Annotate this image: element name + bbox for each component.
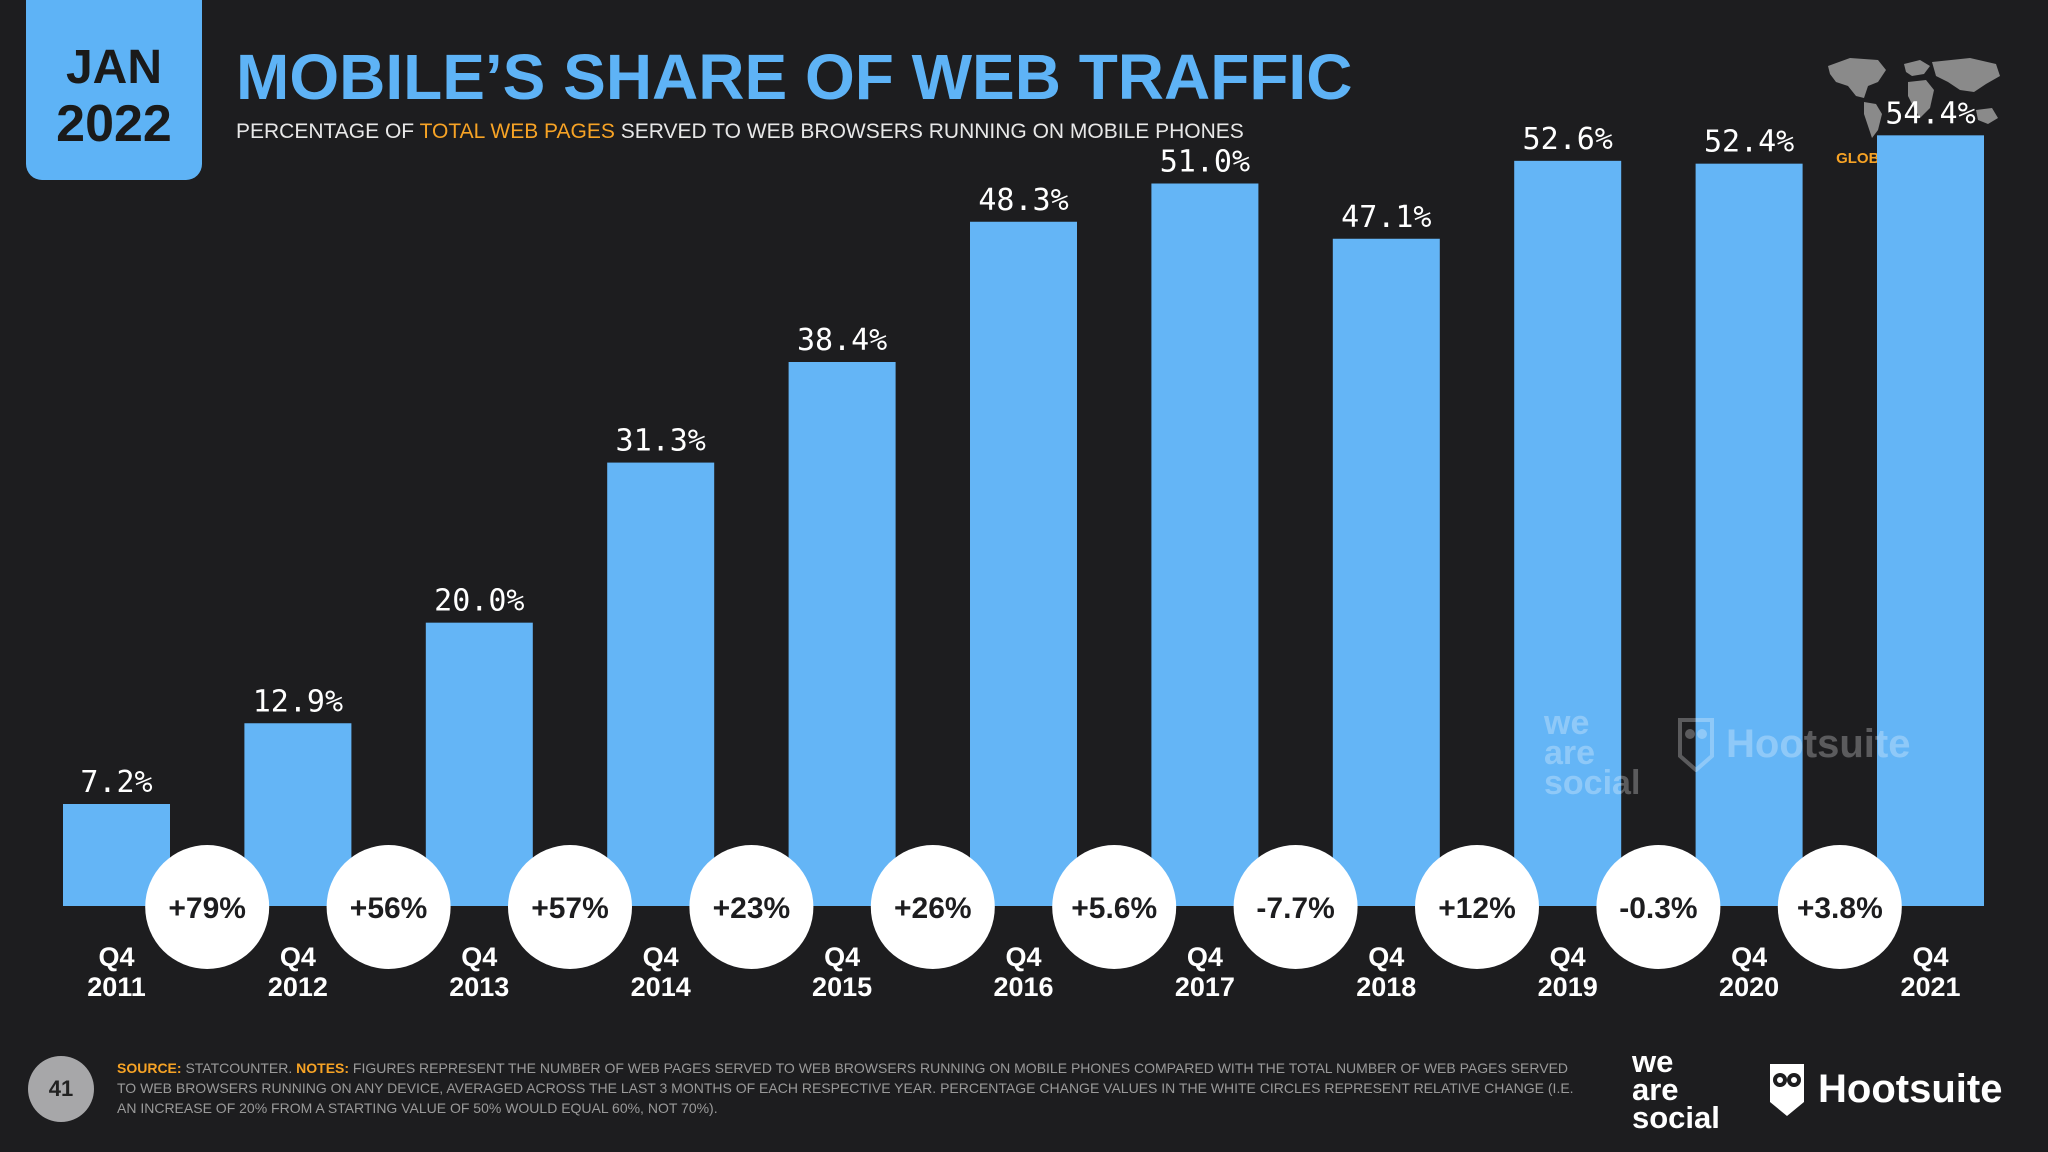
value-label-2014: 31.3% (616, 424, 706, 459)
change-circle (1233, 845, 1358, 969)
x-tick-quarter: Q4 (1731, 942, 1767, 972)
value-label-2020: 52.4% (1704, 125, 1794, 160)
owl-logo-icon (1770, 1064, 1804, 1116)
bar-2015 (788, 362, 896, 906)
x-tick-quarter: Q4 (461, 942, 497, 972)
change-label: +3.8% (1797, 892, 1883, 925)
x-tick-year: 2020 (1719, 972, 1779, 1002)
value-label-2013: 20.0% (434, 584, 524, 619)
bar-2014 (607, 462, 715, 906)
x-tick-year: 2019 (1538, 972, 1598, 1002)
x-tick-quarter: Q4 (1912, 942, 1948, 972)
change-label: +5.6% (1071, 892, 1157, 925)
subtitle-highlight: TOTAL WEB PAGES (419, 120, 615, 143)
bar-2021 (1877, 135, 1984, 907)
change-label: -0.3% (1619, 892, 1697, 925)
page-title: MOBILE’S SHARE OF WEB TRAFFIC (236, 41, 1353, 113)
date-badge: JAN 2022 (26, 0, 202, 180)
x-tick-year: 2017 (1175, 972, 1235, 1002)
value-label-2019: 52.6% (1523, 122, 1613, 157)
bar-2017 (1151, 183, 1259, 906)
bar-chart: 7.2%Q4201112.9%Q4201220.0%Q4201331.3%Q42… (63, 96, 1984, 1002)
x-tick-quarter: Q4 (1187, 942, 1223, 972)
change-label: +79% (168, 892, 246, 925)
bar-2012 (244, 723, 352, 906)
bar-2018 (1332, 238, 1440, 906)
watermark-social: social (1544, 764, 1641, 802)
x-tick-quarter: Q4 (1005, 942, 1041, 972)
bar-2016 (970, 221, 1077, 906)
value-label-2015: 38.4% (797, 323, 887, 358)
x-tick-year: 2015 (812, 972, 872, 1002)
value-label-2011: 7.2% (80, 765, 152, 800)
logo-are: are (1632, 1072, 1679, 1107)
x-tick-quarter: Q4 (1368, 942, 1404, 972)
bar-2013 (425, 622, 533, 906)
subtitle-pre: PERCENTAGE OF (236, 120, 420, 143)
value-label-2021: 54.4% (1885, 96, 1975, 131)
watermark-hootsuite: Hootsuite (1726, 721, 1911, 766)
page-number: 41 (28, 1056, 94, 1122)
world-map-icon (1828, 58, 2000, 138)
change-circle (326, 845, 451, 969)
x-tick-quarter: Q4 (1550, 942, 1586, 972)
change-label: +56% (350, 892, 428, 925)
change-label: +12% (1438, 892, 1516, 925)
watermark-are: are (1544, 734, 1596, 772)
value-label-2017: 51.0% (1160, 145, 1250, 180)
x-tick-year: 2012 (268, 972, 328, 1002)
change-circle (1052, 845, 1177, 969)
value-label-2016: 48.3% (978, 183, 1068, 218)
x-tick-year: 2013 (449, 972, 509, 1002)
x-tick-year: 2021 (1900, 972, 1960, 1002)
x-tick-quarter: Q4 (643, 942, 679, 972)
x-tick-year: 2014 (631, 972, 691, 1002)
x-tick-year: 2011 (87, 972, 146, 1002)
change-label: -7.7% (1256, 892, 1334, 925)
x-tick-quarter: Q4 (824, 942, 860, 972)
change-circle (689, 845, 814, 969)
subtitle-post: SERVED TO WEB BROWSERS RUNNING ON MOBILE… (614, 120, 1244, 143)
change-circle (1415, 845, 1539, 969)
source-text: STATCOUNTER. (181, 1060, 297, 1076)
logo-social: social (1632, 1100, 1720, 1135)
notes-text: FIGURES REPRESENT THE NUMBER OF WEB PAGE… (117, 1060, 1574, 1116)
x-tick-year: 2016 (993, 972, 1053, 1002)
value-label-2018: 47.1% (1341, 200, 1431, 235)
page-subtitle: PERCENTAGE OF TOTAL WEB PAGES SERVED TO … (236, 120, 1244, 144)
change-circle (145, 845, 270, 969)
change-circle (1777, 845, 1902, 969)
x-tick-quarter: Q4 (280, 942, 316, 972)
hootsuite-logo: Hootsuite (1766, 1060, 2002, 1118)
x-tick-year: 2018 (1356, 972, 1416, 1002)
change-label: +23% (713, 892, 791, 925)
source-label: SOURCE: (117, 1060, 182, 1076)
watermark-we: we (1544, 704, 1590, 742)
change-label: +57% (531, 892, 609, 925)
change-label: +26% (894, 892, 972, 925)
footer-notes: SOURCE: STATCOUNTER. NOTES: FIGURES REPR… (117, 1058, 1587, 1118)
change-circle (1596, 845, 1721, 969)
notes-label: NOTES: (296, 1060, 350, 1076)
value-label-2012: 12.9% (253, 684, 343, 719)
owl-icon (1678, 718, 1714, 772)
bar-2019 (1514, 160, 1622, 907)
hootsuite-watermark: Hootsuite (1676, 716, 1910, 772)
date-year: 2022 (56, 95, 172, 153)
we-are-social-logo: we are social (1632, 1044, 1720, 1135)
x-tick-quarter: Q4 (98, 942, 134, 972)
change-circle (870, 845, 995, 969)
logo-hootsuite: Hootsuite (1818, 1066, 2003, 1111)
we-are-social-watermark: we are social (1544, 704, 1641, 802)
bar-2020 (1695, 163, 1803, 906)
change-circle (508, 845, 632, 969)
logo-we: we (1632, 1044, 1674, 1079)
date-month: JAN (65, 41, 163, 94)
